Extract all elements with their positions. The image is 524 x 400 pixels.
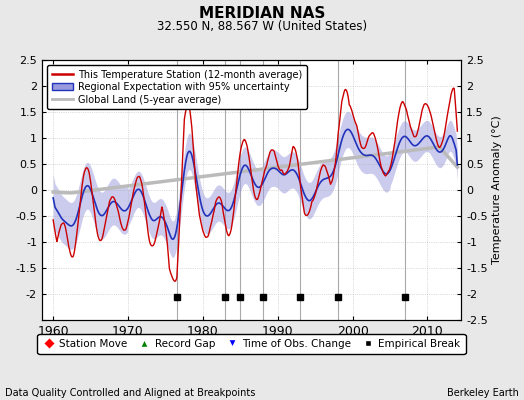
Text: Data Quality Controlled and Aligned at Breakpoints: Data Quality Controlled and Aligned at B… <box>5 388 256 398</box>
Y-axis label: Temperature Anomaly (°C): Temperature Anomaly (°C) <box>492 116 502 264</box>
Legend: Station Move, Record Gap, Time of Obs. Change, Empirical Break: Station Move, Record Gap, Time of Obs. C… <box>38 334 465 354</box>
Text: Berkeley Earth: Berkeley Earth <box>447 388 519 398</box>
Text: MERIDIAN NAS: MERIDIAN NAS <box>199 6 325 21</box>
Legend: This Temperature Station (12-month average), Regional Expectation with 95% uncer: This Temperature Station (12-month avera… <box>47 65 307 110</box>
Text: 32.550 N, 88.567 W (United States): 32.550 N, 88.567 W (United States) <box>157 20 367 33</box>
